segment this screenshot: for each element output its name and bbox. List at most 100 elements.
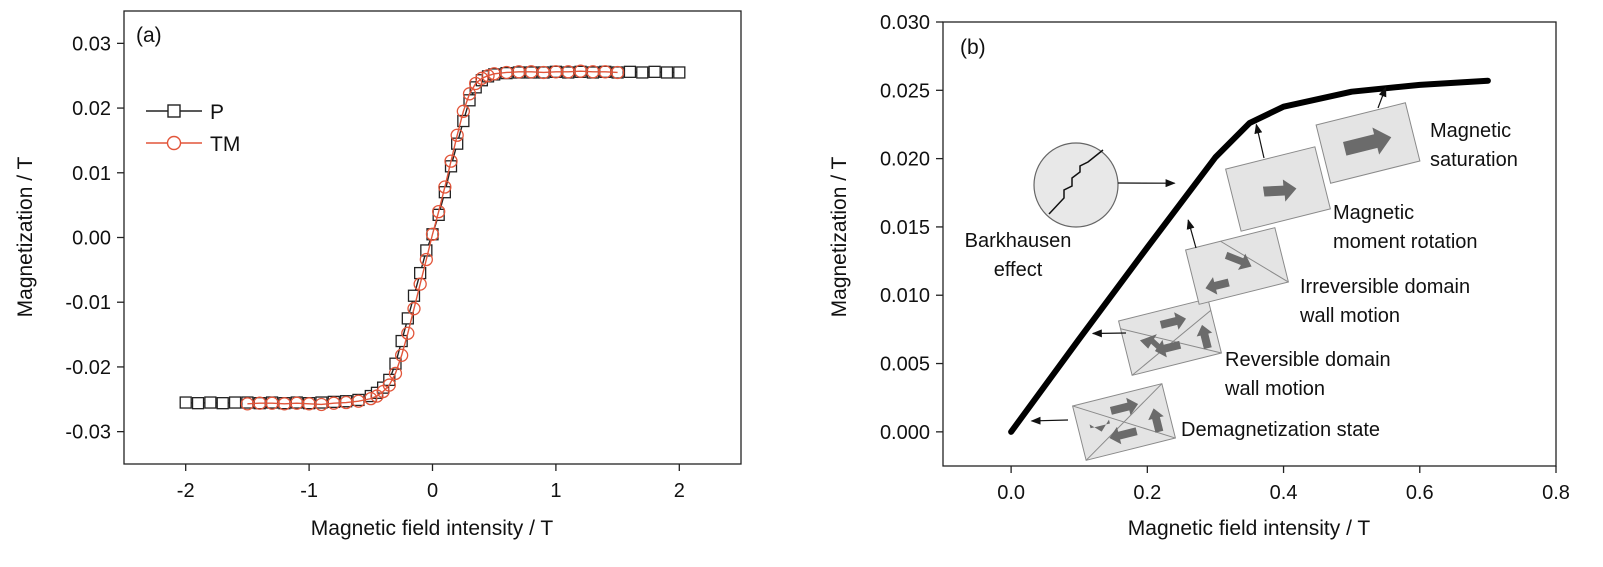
point-tm: [425, 227, 440, 241]
x-tick-label-a: -2: [177, 480, 195, 502]
annotation-arrow: [1254, 123, 1265, 159]
point-tm: [413, 277, 427, 291]
x-tick-label-a: 2: [674, 480, 685, 502]
point-tm: [419, 252, 433, 267]
x-ticks-a: -2 -1 0 1 2: [177, 464, 685, 502]
y-tick-label-b: 0.005: [880, 354, 930, 376]
point-p: [636, 66, 649, 79]
legend-label-p: P: [210, 101, 224, 124]
point-tm: [364, 391, 378, 406]
point-tm: [444, 154, 458, 168]
panel-a: -2 -1 0 1 2 -0.03-0.02-0.010.000.010.020.03 …: [14, 10, 742, 540]
y-tick-label-b: 0.025: [880, 80, 930, 102]
annotations-b: Demagnetization state Reversible domain wa…: [965, 86, 1518, 441]
legend-marker-p: [167, 104, 181, 118]
point-tm: [382, 378, 396, 392]
panel-b: 0.0 0.2 0.4 0.6 0.8 0.000 0.005 0.010 0.015 0.02…: [828, 12, 1570, 540]
point-p: [648, 65, 661, 78]
x-tick-label-b: 0.6: [1406, 482, 1434, 504]
annotation-arrow: [1377, 86, 1387, 109]
point-p: [389, 357, 402, 370]
point-p: [660, 66, 674, 79]
point-tm: [462, 87, 477, 101]
point-tm: [432, 204, 446, 219]
y-tick-label-a: 0.03: [72, 33, 111, 55]
y-axis-label-a: Magnetization / T: [14, 156, 37, 317]
x-axis-label-a: Magnetic field intensity / T: [311, 517, 554, 540]
panel-label-b: (b): [960, 36, 986, 59]
series-a: [179, 64, 686, 412]
x-tick-label-b: 0.4: [1270, 482, 1298, 504]
x-tick-label-b: 0.0: [997, 482, 1025, 504]
point-tm: [450, 128, 464, 142]
point-p: [191, 397, 205, 410]
point-tm: [351, 394, 366, 408]
point-p: [401, 312, 414, 325]
point-tm: [610, 65, 625, 80]
point-p: [673, 66, 686, 79]
plot-frame-b: [942, 21, 1557, 467]
legend-label-tm: TM: [210, 133, 240, 156]
x-tick-label-a: 0: [427, 480, 438, 502]
point-p: [179, 396, 192, 409]
magnetization-curve: [1008, 77, 1491, 435]
x-axis-label-b: Magnetic field intensity / T: [1128, 517, 1371, 540]
x-tick-label-a: -1: [300, 480, 318, 502]
y-tick-label-b: 0.015: [880, 217, 930, 239]
point-tm: [456, 104, 471, 118]
y-tick-label-a: 0.01: [72, 163, 111, 185]
y-tick-label-b: 0.030: [880, 12, 930, 34]
annotation-label: Irreversible domain wall motion: [1299, 276, 1470, 327]
point-tm: [475, 71, 489, 85]
y-tick-label-a: 0.00: [72, 228, 111, 250]
series-b: [1008, 77, 1491, 435]
annotation-arrow: [1030, 416, 1069, 425]
annotation-label: Barkhausen effect: [965, 230, 1072, 281]
x-tick-label-a: 1: [550, 480, 561, 502]
y-tick-label-b: 0.010: [880, 285, 930, 307]
x-tick-label-b: 0.2: [1133, 482, 1161, 504]
y-tick-label-a: -0.01: [65, 292, 111, 314]
x-ticks-b: 0.0 0.2 0.4 0.6 0.8: [997, 466, 1570, 504]
domain-illustrations: [1033, 102, 1421, 461]
point-p: [420, 244, 433, 257]
point-p: [457, 114, 470, 128]
y-tick-label-b: 0.020: [880, 149, 930, 171]
demagnetization-diagram: [1071, 383, 1177, 461]
reversible-wall-diagram: [1117, 298, 1223, 376]
y-tick-label-a: -0.02: [65, 357, 111, 379]
y-tick-label-a: 0.02: [72, 98, 111, 120]
annotation-arrow: [1186, 219, 1197, 249]
y-axis-label-b: Magnetization / T: [828, 156, 851, 317]
point-tm: [394, 348, 409, 362]
barkhausen-diagram: [1033, 142, 1119, 228]
legend-a: P TM: [146, 101, 240, 156]
point-p: [407, 289, 421, 302]
y-ticks-a: -0.03 -0.02 -0.01 0.00 0.01 0.02 0.03: [65, 33, 124, 444]
moment-rotation-diagram: [1225, 146, 1331, 232]
point-p: [228, 396, 242, 409]
point-tm: [401, 326, 415, 340]
irreversible-wall-diagram: [1184, 227, 1290, 305]
saturation-diagram: [1315, 102, 1421, 184]
series-line-tm: [247, 70, 618, 406]
point-p: [376, 381, 390, 394]
x-tick-label-b: 0.8: [1542, 482, 1570, 504]
point-p: [204, 396, 217, 409]
annotation-label: Magnetic saturation: [1430, 120, 1518, 171]
point-tm: [438, 180, 452, 194]
y-tick-label-a: -0.03: [65, 422, 111, 444]
panel-label-a: (a): [136, 24, 162, 47]
point-p: [216, 397, 229, 410]
annotation-label: Reversible domain wall motion: [1224, 349, 1391, 400]
y-tick-label-b: 0.000: [880, 422, 930, 444]
y-ticks-b: 0.000 0.005 0.010 0.015 0.020 0.025 0.030: [880, 12, 943, 444]
annotation-label: Demagnetization state: [1181, 419, 1380, 441]
point-tm: [481, 69, 495, 83]
point-p: [623, 65, 637, 78]
legend-marker-tm: [166, 135, 182, 151]
point-tm: [407, 302, 421, 316]
point-tm: [388, 366, 403, 381]
annotation-label: Magnetic moment rotation: [1333, 202, 1478, 253]
